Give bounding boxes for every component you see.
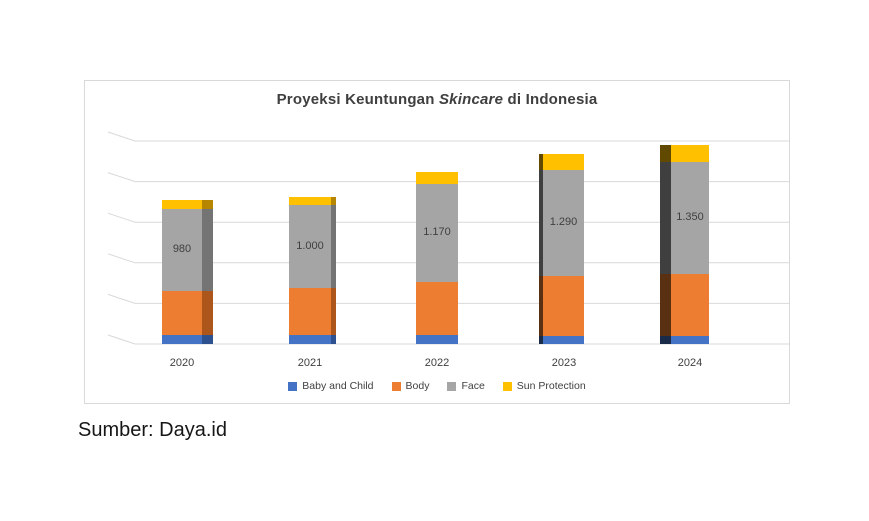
bar-segment-sun-protection	[543, 154, 584, 170]
bar-total-label-2023: 1.290	[549, 216, 578, 228]
legend-item-sun-protection: Sun Protection	[502, 380, 586, 392]
bar-2022	[416, 171, 458, 344]
bar-segment-baby-and-child	[331, 335, 336, 344]
x-axis-label-2022: 2022	[424, 357, 450, 369]
bar-2021	[289, 196, 331, 344]
legend-item-face: Face	[447, 380, 485, 392]
bar-segment-sun-protection	[202, 199, 213, 209]
legend-swatch-sun-protection	[502, 381, 512, 391]
x-axis-label-2024: 2024	[677, 357, 703, 369]
bar-segment-baby-and-child	[671, 335, 709, 344]
bar-segment-baby-and-child	[162, 335, 202, 344]
bar-2023	[543, 154, 584, 344]
bar-segment-body	[671, 274, 709, 336]
bar-total-label-2022: 1.170	[423, 226, 451, 238]
bar-segment-sun-protection	[416, 171, 458, 185]
bar-segment-body	[416, 281, 458, 336]
bar-total-label-2024: 1.350	[676, 211, 704, 223]
bar-segment-face	[162, 208, 202, 292]
bar-segment-sun-protection	[162, 199, 202, 209]
bar-segment-face	[671, 162, 709, 275]
chart-title: Proyeksi Keuntungan Skincare di Indonesi…	[85, 91, 789, 108]
bar-segment-baby-and-child	[539, 335, 543, 344]
bar-segment-body	[202, 291, 213, 336]
legend-label-baby-and-child: Baby and Child	[302, 380, 374, 392]
x-axis-label-2020: 2020	[169, 357, 195, 369]
bar-segment-body	[543, 276, 584, 336]
chart-panel: Proyeksi Keuntungan Skincare di Indonesi…	[84, 80, 790, 404]
bar-segment-body	[660, 274, 671, 336]
legend-label-body: Body	[405, 380, 430, 392]
bar-segment-sun-protection	[331, 196, 336, 206]
legend-swatch-baby-and-child	[288, 381, 298, 391]
bar-segment-face	[543, 169, 584, 277]
chart-title-suffix: di Indonesia	[503, 91, 598, 108]
bar-segment-baby-and-child	[543, 335, 584, 344]
legend-swatch-face	[447, 381, 457, 391]
bar-total-label-2021: 1.000	[296, 240, 324, 252]
chart-title-prefix: Proyeksi Keuntungan	[276, 91, 439, 108]
bar-segment-baby-and-child	[202, 335, 213, 344]
x-axis-label-2023: 2023	[551, 357, 577, 369]
x-axis-label-2021: 2021	[297, 357, 323, 369]
legend-item-baby-and-child: Baby and Child	[288, 380, 374, 392]
bar-segment-face	[202, 208, 213, 292]
legend-item-body: Body	[391, 380, 430, 392]
legend-label-face: Face	[461, 380, 485, 392]
bar-segment-face	[416, 184, 458, 282]
bar-total-label-2020: 980	[172, 243, 192, 255]
bar-segment-face	[660, 162, 671, 275]
bar-3d-side-2020	[202, 199, 213, 344]
bar-segment-body	[162, 291, 202, 336]
source-caption: Sumber: Daya.id	[78, 419, 227, 441]
legend-swatch-body	[391, 381, 401, 391]
bar-segment-baby-and-child	[660, 335, 671, 344]
legend-label-sun-protection: Sun Protection	[516, 380, 586, 392]
bar-3d-side-2021	[331, 196, 336, 344]
bar-3d-side-2023	[539, 154, 543, 344]
bar-3d-side-2024	[660, 145, 671, 344]
bar-segment-face	[539, 169, 543, 277]
bar-2020	[162, 199, 202, 344]
bar-segment-sun-protection	[289, 196, 331, 206]
bar-segment-body	[331, 288, 336, 336]
bar-segment-face	[289, 205, 331, 289]
bar-segment-baby-and-child	[416, 335, 458, 344]
bar-segment-face	[331, 205, 336, 289]
plot-area: 980 2020 1.000 2021 1.170 2022 1.290 2023 1.350 2…	[85, 81, 789, 403]
bar-segment-baby-and-child	[289, 335, 331, 344]
bar-2024	[671, 145, 709, 344]
legend: Baby and Child Body Face Sun Protection	[85, 380, 789, 392]
bar-segment-sun-protection	[671, 145, 709, 163]
bar-segment-body	[539, 276, 543, 336]
bar-segment-sun-protection	[660, 145, 671, 163]
bar-segment-sun-protection	[539, 154, 543, 170]
chart-title-italic-word: Skincare	[438, 91, 504, 108]
bar-segment-body	[289, 288, 331, 336]
